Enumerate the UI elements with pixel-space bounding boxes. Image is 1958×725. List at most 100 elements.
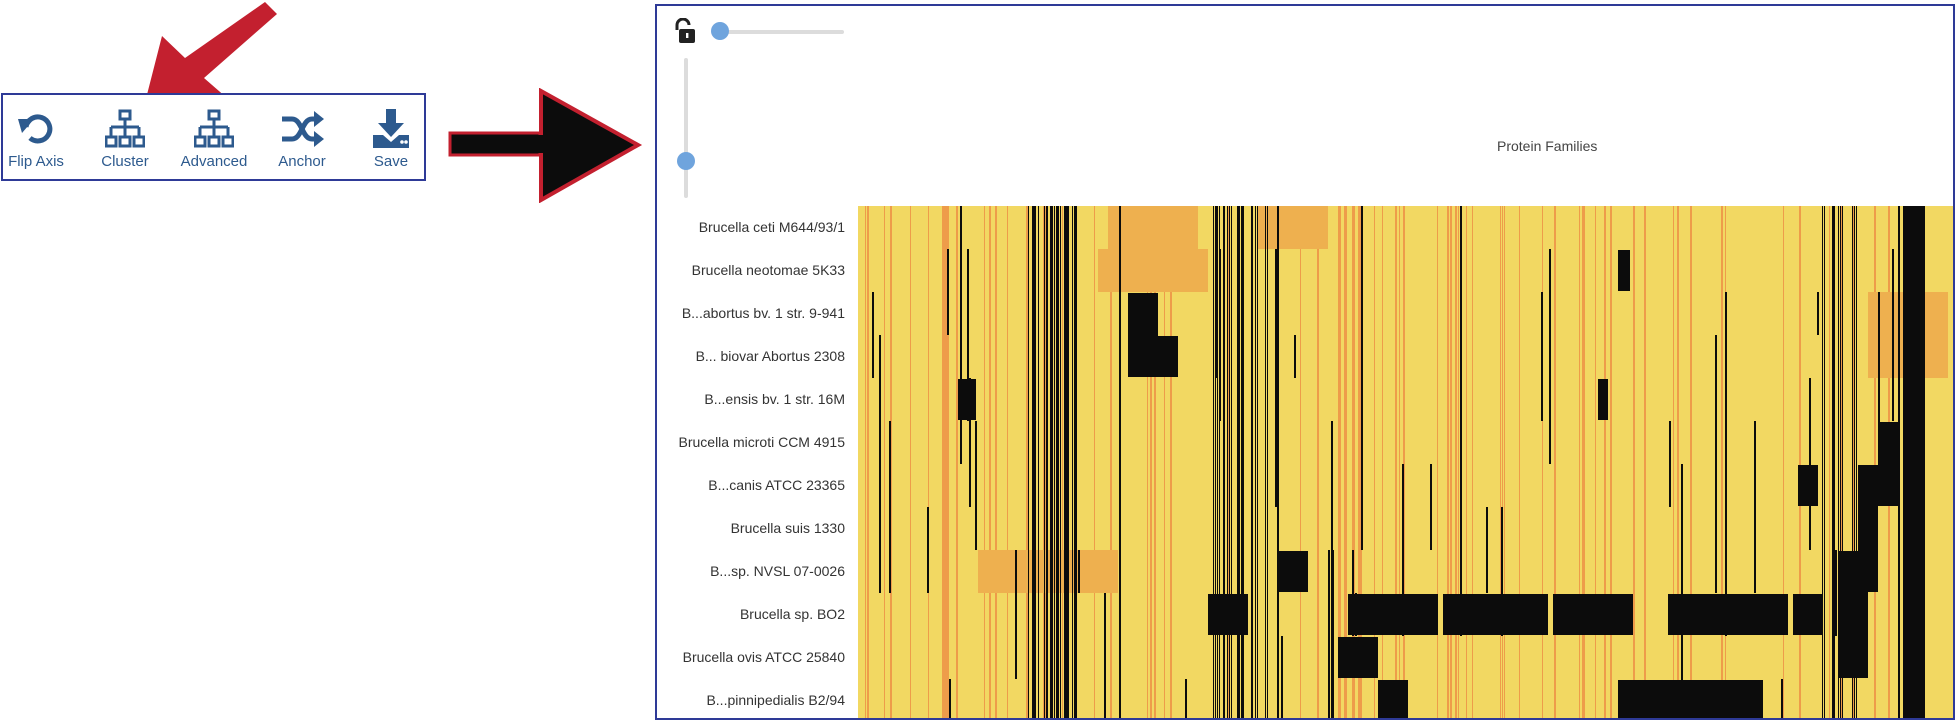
heatmap-cell xyxy=(1068,206,1069,718)
download-icon xyxy=(373,109,409,148)
heatmap-cell xyxy=(1834,206,1835,718)
heatmap-cell xyxy=(1128,293,1158,377)
heatmap-cell xyxy=(1164,206,1165,718)
heatmap-cell xyxy=(1243,206,1244,718)
row-zoom-slider-track[interactable] xyxy=(684,58,688,198)
heatmap-cell xyxy=(1669,421,1671,507)
heatmap-cell xyxy=(910,206,911,718)
heatmap-cell xyxy=(1060,206,1061,718)
heatmap-cell xyxy=(1032,206,1034,718)
heatmap-cell xyxy=(1553,594,1633,635)
heatmap-cell xyxy=(1458,206,1459,718)
heatmap-cell xyxy=(1258,206,1328,249)
heatmap-cell xyxy=(1504,206,1505,718)
heatmap-cell xyxy=(1399,206,1400,718)
heatmap-cell xyxy=(1331,421,1333,718)
row-label: Brucella sp. BO2 xyxy=(739,605,845,622)
heatmap-cell xyxy=(1074,206,1076,718)
column-zoom-slider-handle[interactable] xyxy=(711,22,729,40)
heatmap-cell xyxy=(1443,594,1548,635)
heatmap-cell xyxy=(1822,206,1823,718)
heatmap-cell xyxy=(947,249,949,335)
heatmap-cell xyxy=(1472,206,1473,718)
cluster-button[interactable]: Cluster xyxy=(81,109,169,179)
row-zoom-slider-handle[interactable] xyxy=(677,152,695,170)
heatmap-cell xyxy=(927,507,929,593)
unlock-icon[interactable] xyxy=(673,18,697,44)
heatmap-cell xyxy=(1584,206,1585,718)
heatmap-cell xyxy=(1838,551,1868,678)
cluster-label: Cluster xyxy=(101,153,149,170)
heatmap-cell xyxy=(1466,206,1467,718)
heatmap-cell xyxy=(984,206,985,718)
flip-axis-label: Flip Axis xyxy=(8,153,64,170)
heatmap-cell xyxy=(1108,206,1198,249)
heatmap-cell xyxy=(1604,206,1606,718)
heatmap-cell xyxy=(1378,680,1408,718)
heatmap-cell xyxy=(1447,206,1449,718)
row-label: Brucella microti CCM 4915 xyxy=(678,433,846,450)
heatmap-cell xyxy=(1835,550,1837,636)
column-zoom-slider-track[interactable] xyxy=(714,30,844,34)
heatmap-grid[interactable] xyxy=(858,206,1955,720)
heatmap-cell xyxy=(1275,249,1277,507)
heatmap-cell xyxy=(1344,206,1346,718)
heatmap-cell xyxy=(1050,206,1052,718)
heatmap-cell xyxy=(1213,206,1214,718)
heatmap-cell xyxy=(975,421,977,550)
heatmap-cell xyxy=(872,292,874,378)
save-button[interactable]: Save xyxy=(347,109,435,179)
heatmap-cell xyxy=(1043,206,1044,718)
heatmap-cell xyxy=(1610,206,1612,718)
heatmap-cell xyxy=(1673,206,1674,718)
heatmap-cell xyxy=(1824,206,1825,718)
heatmap-cell xyxy=(1072,206,1073,718)
heatmap-cell xyxy=(949,679,951,718)
heatmap-cell xyxy=(1690,206,1692,718)
anchor-button[interactable]: Anchor xyxy=(258,109,346,179)
heatmap-cell xyxy=(1015,550,1017,679)
heatmap-cell xyxy=(1668,594,1788,635)
heatmap-cell xyxy=(1455,206,1457,718)
heatmap-cell xyxy=(1352,206,1353,718)
heatmap-cell xyxy=(1721,206,1723,718)
heatmap-cell xyxy=(1158,336,1178,377)
heatmap-cell xyxy=(1361,206,1363,550)
anchor-label: Anchor xyxy=(278,153,326,170)
heatmap-cell xyxy=(1154,206,1156,718)
heatmap-cell xyxy=(1856,206,1857,718)
heatmap-cell xyxy=(1227,206,1228,718)
heatmap-cell xyxy=(995,206,997,718)
heatmap-cell xyxy=(960,206,962,464)
heatmap-cell xyxy=(1170,206,1172,718)
x-axis-title: Protein Families xyxy=(1497,138,1598,154)
heatmap-cell xyxy=(1038,206,1039,718)
heatmap-cell xyxy=(1618,250,1630,291)
heatmap-cell xyxy=(1300,206,1301,718)
shuffle-icon xyxy=(282,111,324,147)
heatmap-cell xyxy=(1353,206,1355,718)
heatmap-cell xyxy=(1044,206,1045,718)
heatmap-cell xyxy=(1878,292,1880,464)
sitemap-icon xyxy=(105,109,145,148)
heatmap-cell xyxy=(1403,206,1405,718)
row-label: Brucella suis 1330 xyxy=(730,519,845,536)
heatmap-cell xyxy=(1502,206,1503,718)
row-label: B...ensis bv. 1 str. 16M xyxy=(704,390,845,407)
heatmap-cell xyxy=(1352,550,1354,636)
advanced-label: Advanced xyxy=(180,153,248,170)
advanced-button[interactable]: Advanced xyxy=(170,109,258,179)
heatmap-cell xyxy=(1208,594,1248,635)
heatmap-cell xyxy=(1257,206,1258,718)
row-label: B...canis ATCC 23365 xyxy=(708,476,845,493)
heatmap-cell xyxy=(1898,292,1900,636)
heatmap-cell xyxy=(1066,206,1068,718)
heatmap-cell xyxy=(1841,206,1842,718)
flip-axis-button[interactable]: Flip Axis xyxy=(0,109,80,179)
heatmap-cell xyxy=(1715,335,1717,593)
heatmap-cell xyxy=(1542,206,1543,718)
heatmap-cell xyxy=(1147,206,1148,718)
heatmap-cell xyxy=(1382,206,1383,718)
heatmap-cell xyxy=(1486,507,1488,593)
heatmap-cell xyxy=(1501,507,1503,636)
